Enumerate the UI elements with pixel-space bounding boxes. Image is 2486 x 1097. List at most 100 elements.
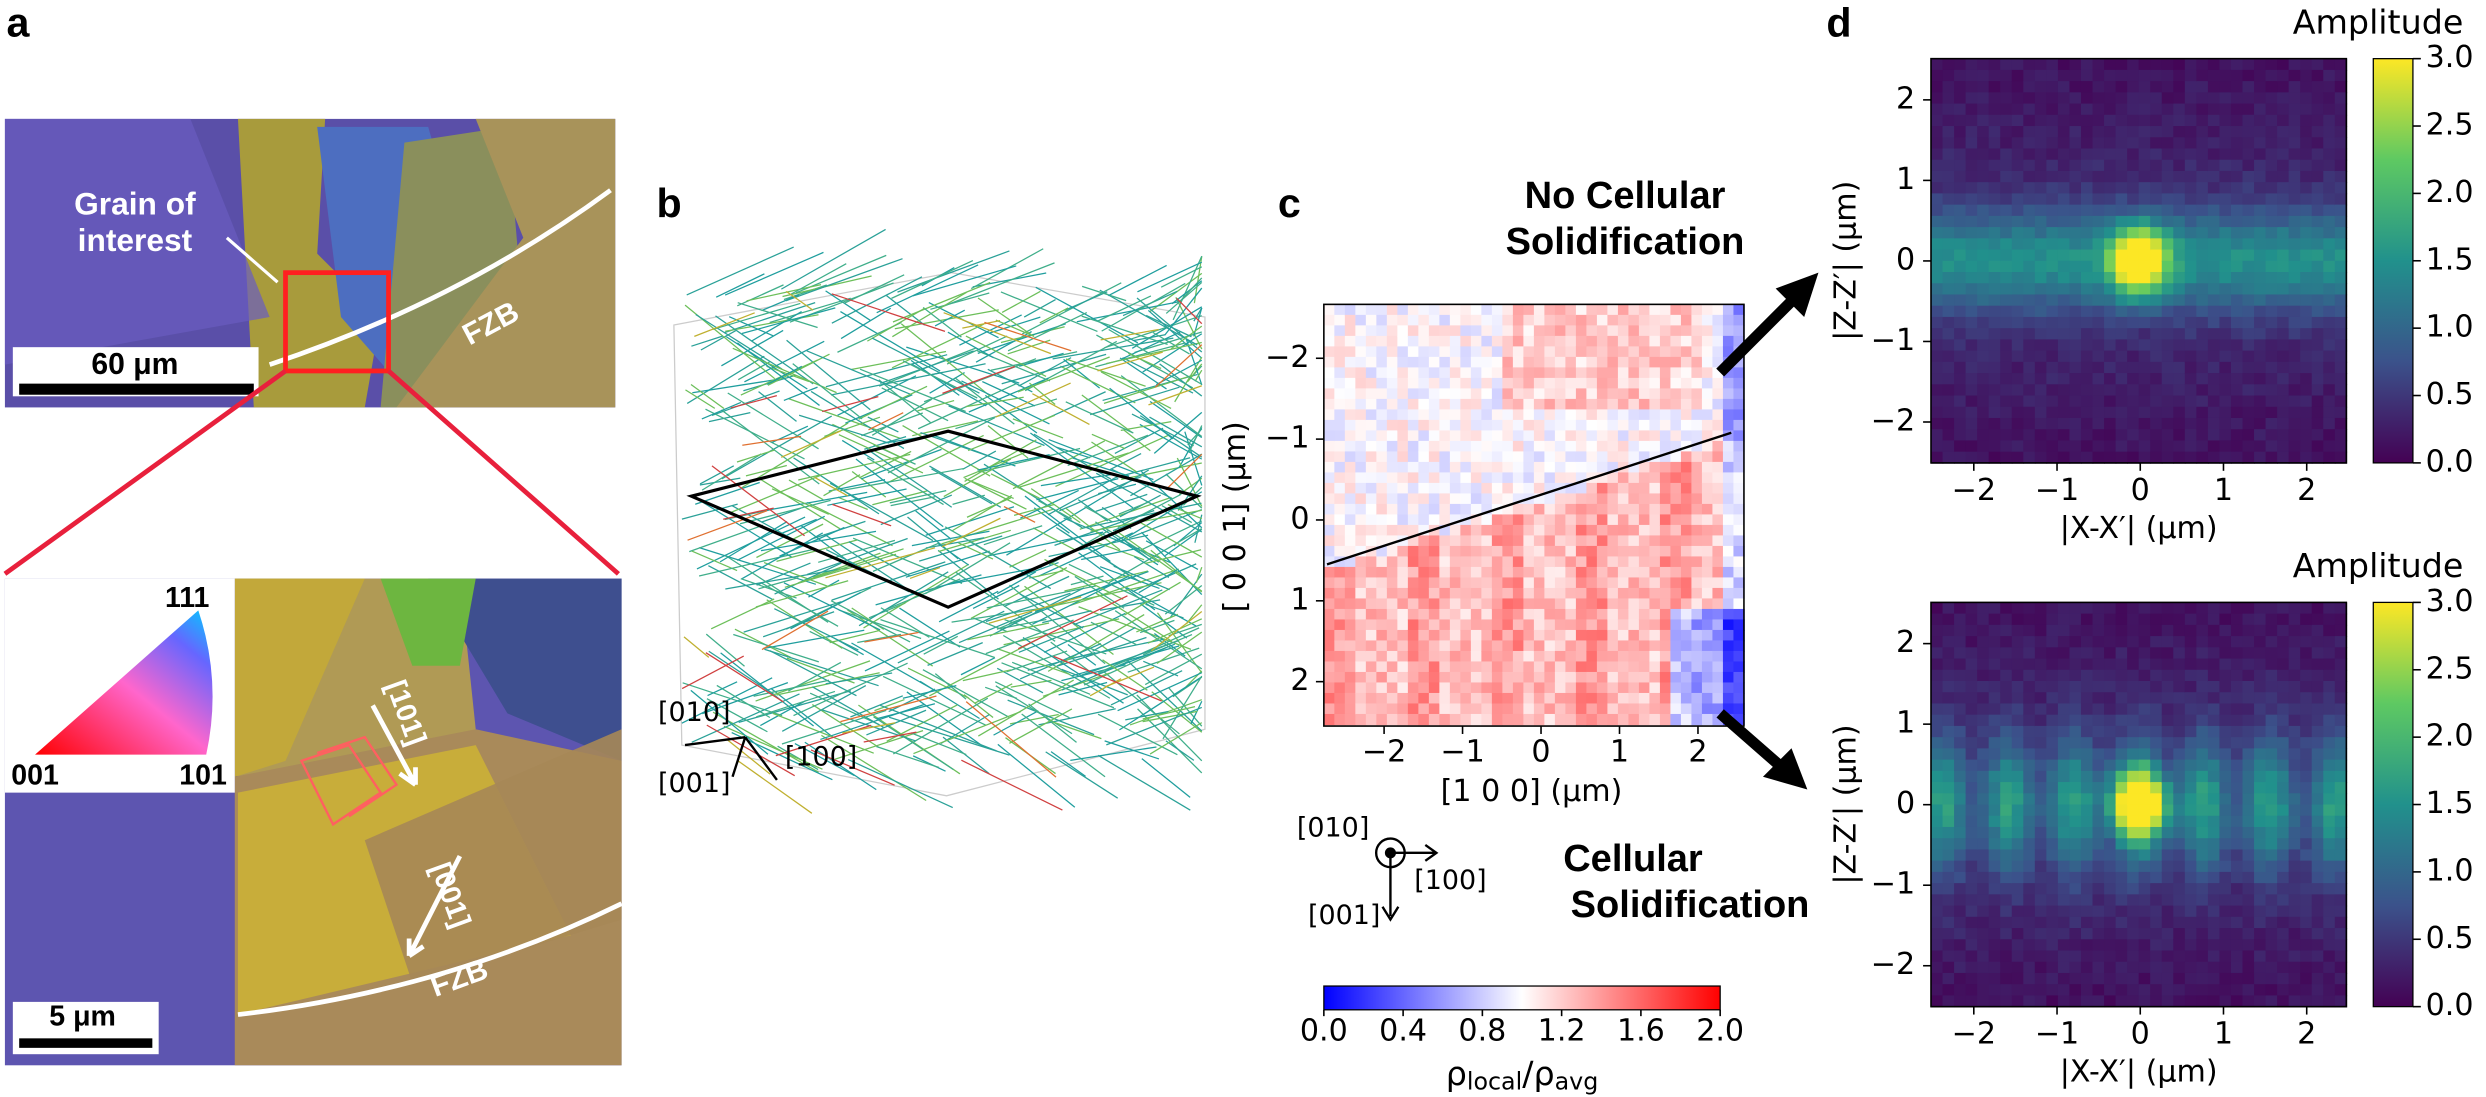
map-cell [1701,703,1714,715]
map-cell [2161,759,2175,772]
map-cell [2115,406,2128,419]
map-cell [1575,398,1588,411]
map-cell [2150,272,2163,285]
dislocation [682,682,783,717]
map-cell [2150,294,2163,307]
map-cell [1565,661,1577,673]
map-cell [1733,367,1745,379]
map-cell [2196,215,2209,228]
dislocation [1165,453,1203,491]
map-cell [1680,325,1693,337]
map-cell [2323,692,2336,705]
map-cell [2173,148,2186,161]
map-cell [2115,305,2128,318]
map-cell [2254,681,2267,694]
map-cell [2104,928,2117,941]
dislocation [977,453,1050,471]
map-cell [2057,361,2071,374]
map-cell [2277,316,2290,329]
map-cell [1407,409,1420,421]
map-cell [1680,377,1693,390]
map-cell [2138,961,2152,974]
map-cell [1512,629,1525,642]
dislocation [1036,478,1119,501]
map-cell [2046,826,2059,839]
map-cell [1481,482,1493,495]
map-cell [2173,350,2186,363]
map-cell [2173,759,2186,772]
map-cell [2184,238,2198,251]
map-cell [1470,640,1483,652]
map-cell [2207,373,2221,386]
map-cell [1491,545,1504,558]
map-cell [1407,461,1420,474]
arrow [1762,748,1808,790]
map-cell [2092,905,2105,918]
map-cell [2011,294,2025,307]
map-cell [2242,714,2255,727]
dislocation [857,633,902,644]
map-cell [2127,260,2140,273]
map-cell [2323,81,2336,94]
map-cell [1931,260,1944,273]
map-cell [2011,170,2025,183]
map-cell [2092,849,2105,862]
map-cell [2173,170,2186,183]
map-cell [2219,316,2232,329]
map-cell [2230,849,2244,862]
map-cell [1988,602,2002,615]
map-cell [2000,182,2013,195]
map-cell [1344,377,1357,390]
map-cell [2115,373,2128,386]
map-cell [1977,339,1990,352]
map-cell [2115,440,2128,453]
map-cell [2242,126,2255,139]
map-cell [1586,566,1598,579]
map-cell [1670,356,1682,369]
dislocation [1099,289,1198,346]
map-cell [1988,995,2002,1008]
map-cell [2219,92,2232,105]
dislocation [708,565,774,601]
map-cell [2277,260,2290,273]
map-cell [2230,950,2244,963]
map-cell [1376,671,1388,684]
map-cell [1439,598,1451,610]
dislocation [996,571,1037,595]
dislocation [1058,681,1108,696]
map-cell [2334,182,2348,195]
map-cell [2311,148,2325,161]
map-cell [2161,182,2175,195]
map-cell [2127,58,2140,71]
map-cell [1596,325,1609,337]
map-cell [2196,703,2209,716]
map-cell [2057,305,2071,318]
map-cell [1512,640,1525,652]
map-cell [2069,350,2082,363]
map-cell [1376,430,1388,442]
map-cell [2254,159,2267,172]
map-cell [2034,815,2048,828]
map-cell [2230,429,2244,442]
dislocation [779,526,845,557]
boundary-line [1326,431,1732,566]
map-cell [2034,636,2048,649]
map-cell [2230,894,2244,907]
map-cell [2023,384,2036,397]
map-cell [2265,159,2278,172]
map-cell [2069,170,2082,183]
map-cell [2138,770,2152,783]
map-cell [1481,587,1493,600]
dislocation [1113,565,1170,591]
map-cell [2161,148,2175,161]
map-cell [1491,629,1504,642]
map-cell [1586,587,1598,600]
map-cell [2173,770,2186,783]
map-cell [2254,114,2267,127]
map-cell [2230,260,2244,273]
map-cell [1397,640,1409,652]
map-cell [2104,815,2117,828]
dislocation [1127,660,1203,732]
map-cell [2127,916,2140,929]
map-cell [2057,81,2071,94]
